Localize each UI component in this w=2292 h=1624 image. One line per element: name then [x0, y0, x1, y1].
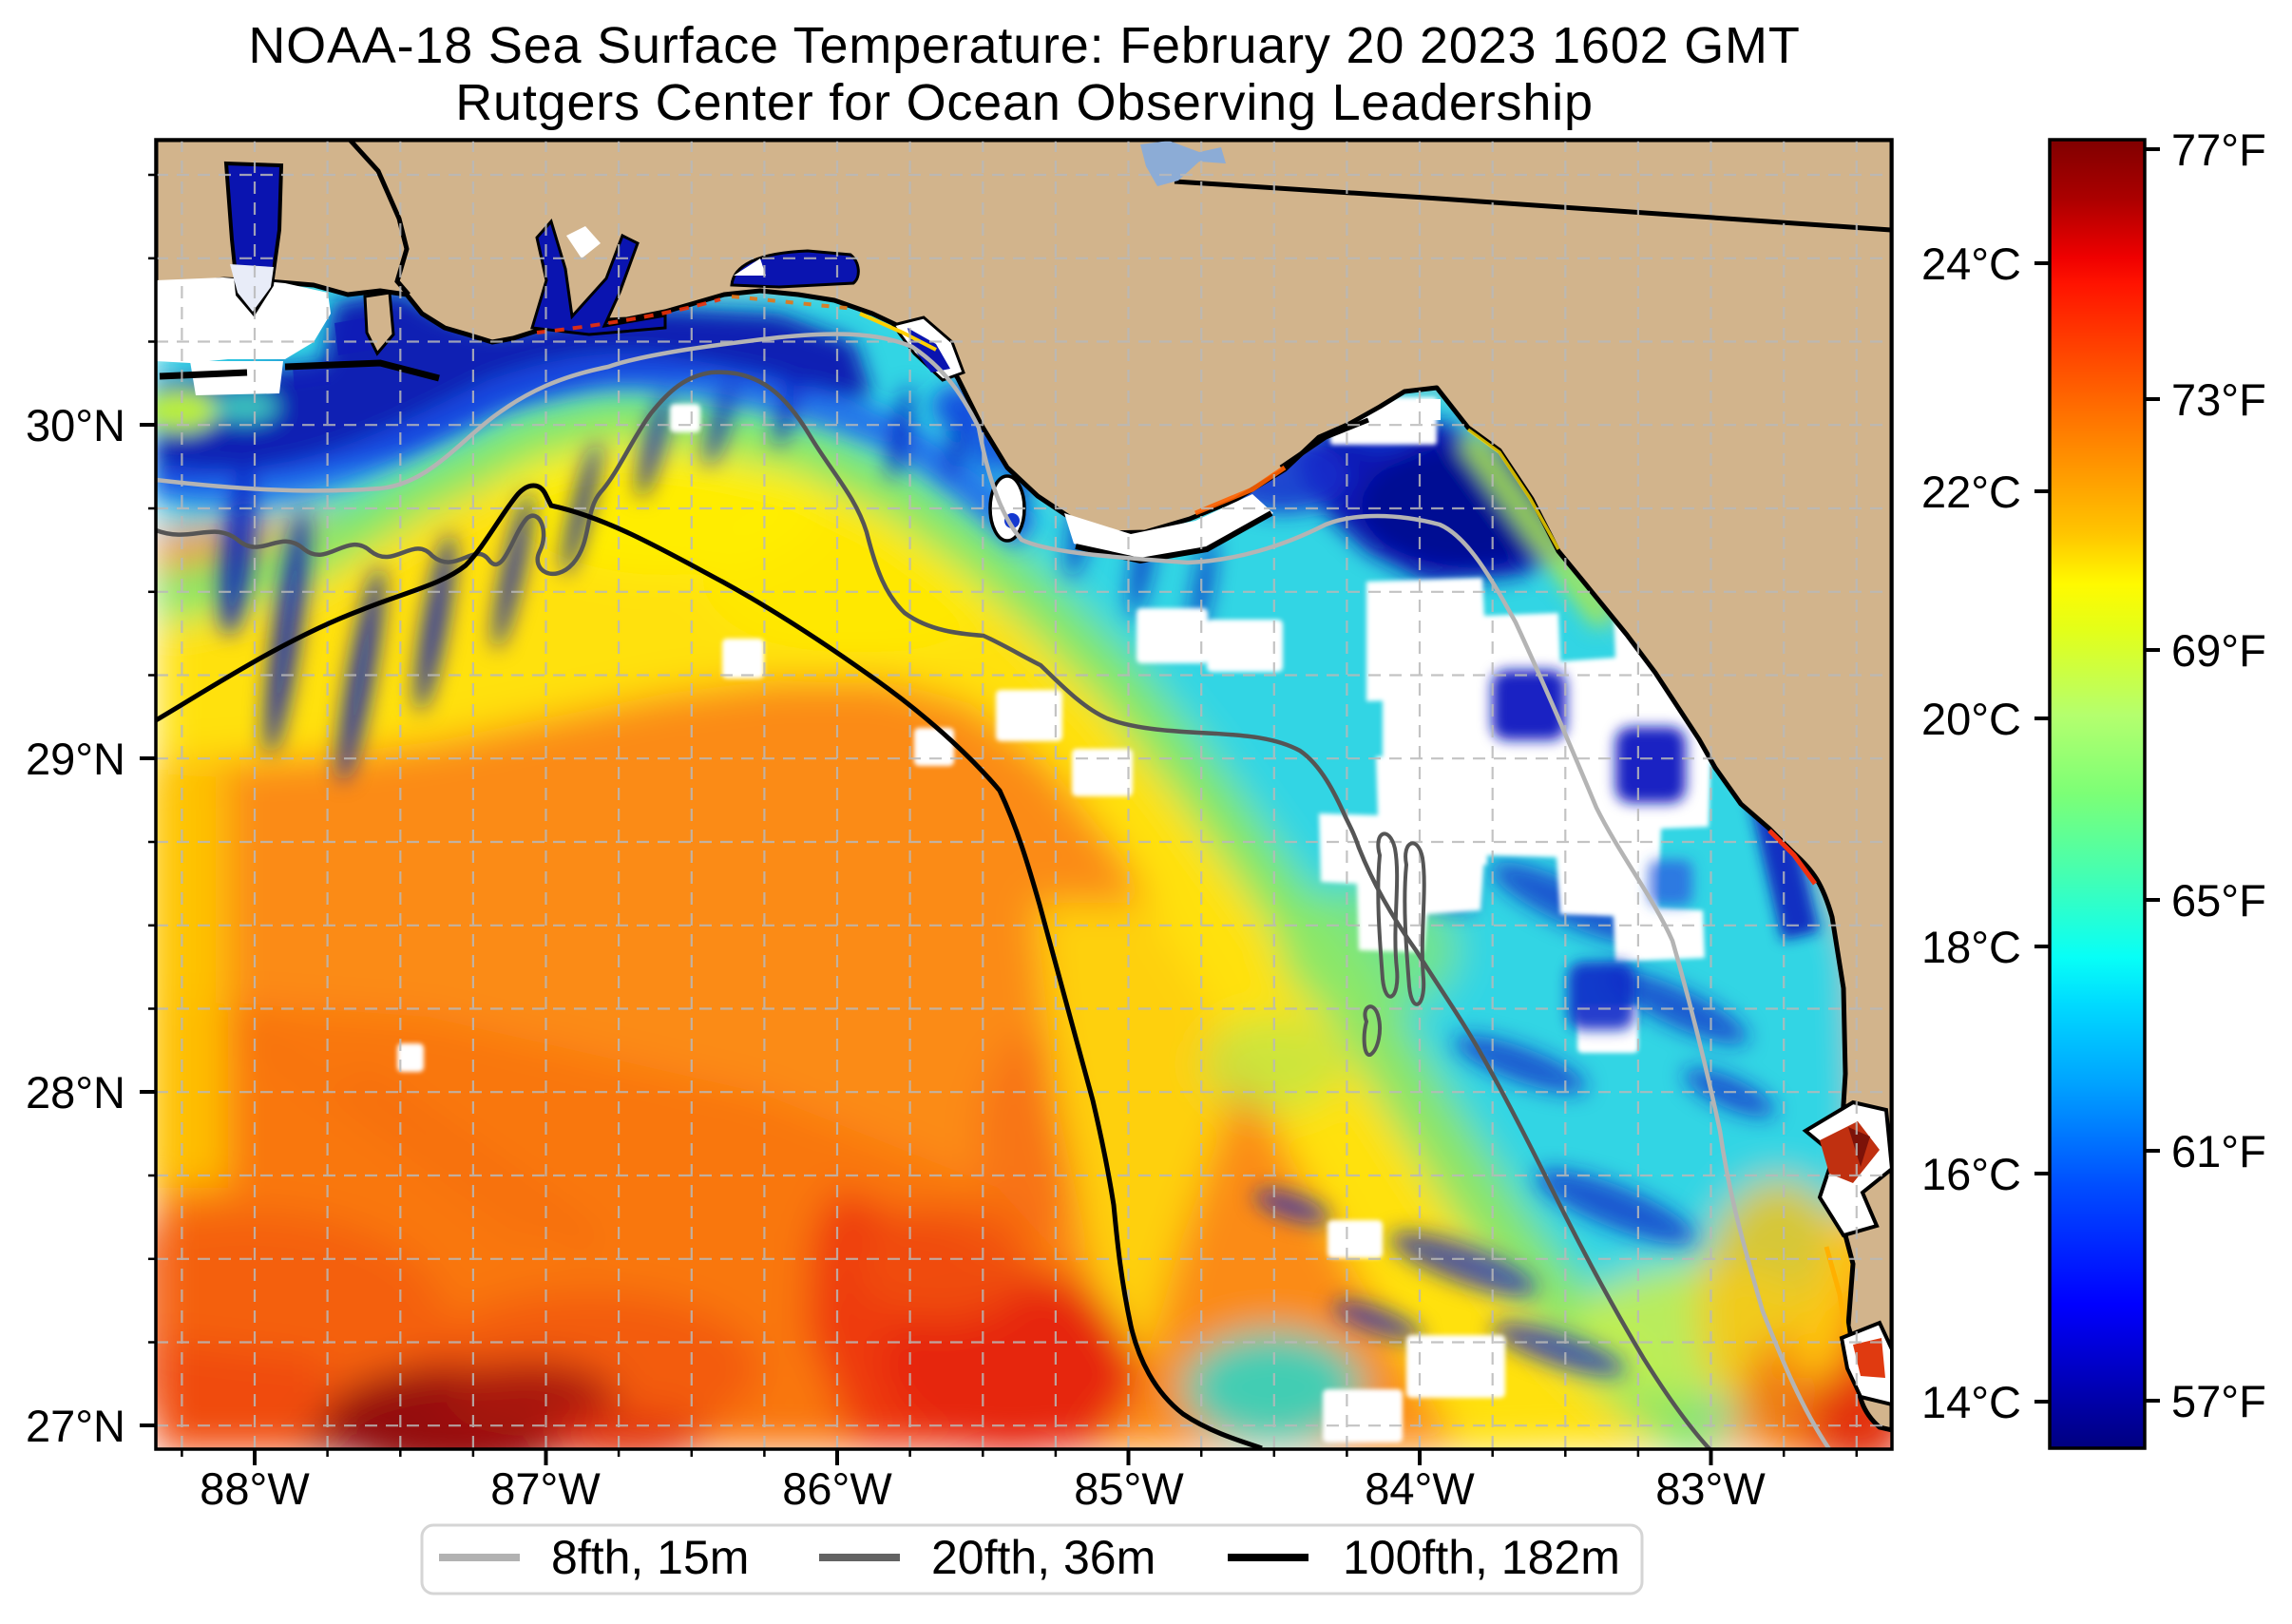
svg-text:16°C: 16°C: [1921, 1149, 2021, 1199]
svg-text:14°C: 14°C: [1921, 1377, 2021, 1427]
svg-text:30°N: 30°N: [26, 400, 125, 450]
svg-text:100fth, 182m: 100fth, 182m: [1343, 1531, 1620, 1584]
svg-text:22°C: 22°C: [1921, 467, 2021, 517]
svg-text:20°C: 20°C: [1921, 694, 2021, 744]
svg-text:84°W: 84°W: [1365, 1463, 1475, 1514]
svg-text:29°N: 29°N: [26, 734, 125, 784]
svg-text:69°F: 69°F: [2171, 625, 2266, 676]
svg-text:77°F: 77°F: [2171, 124, 2266, 175]
svg-text:86°W: 86°W: [782, 1463, 892, 1514]
svg-text:18°C: 18°C: [1921, 922, 2021, 972]
svg-text:85°W: 85°W: [1074, 1463, 1184, 1514]
svg-text:27°N: 27°N: [26, 1401, 125, 1451]
svg-text:57°F: 57°F: [2171, 1376, 2266, 1426]
svg-text:87°W: 87°W: [490, 1463, 601, 1514]
svg-text:73°F: 73°F: [2171, 374, 2266, 425]
svg-text:83°W: 83°W: [1655, 1463, 1766, 1514]
svg-text:65°F: 65°F: [2171, 875, 2266, 926]
svg-text:8fth, 15m: 8fth, 15m: [551, 1531, 749, 1584]
svg-text:88°W: 88°W: [200, 1463, 310, 1514]
svg-text:20fth, 36m: 20fth, 36m: [931, 1531, 1156, 1584]
svg-text:24°C: 24°C: [1921, 239, 2021, 289]
svg-text:61°F: 61°F: [2171, 1126, 2266, 1176]
svg-text:28°N: 28°N: [26, 1067, 125, 1118]
